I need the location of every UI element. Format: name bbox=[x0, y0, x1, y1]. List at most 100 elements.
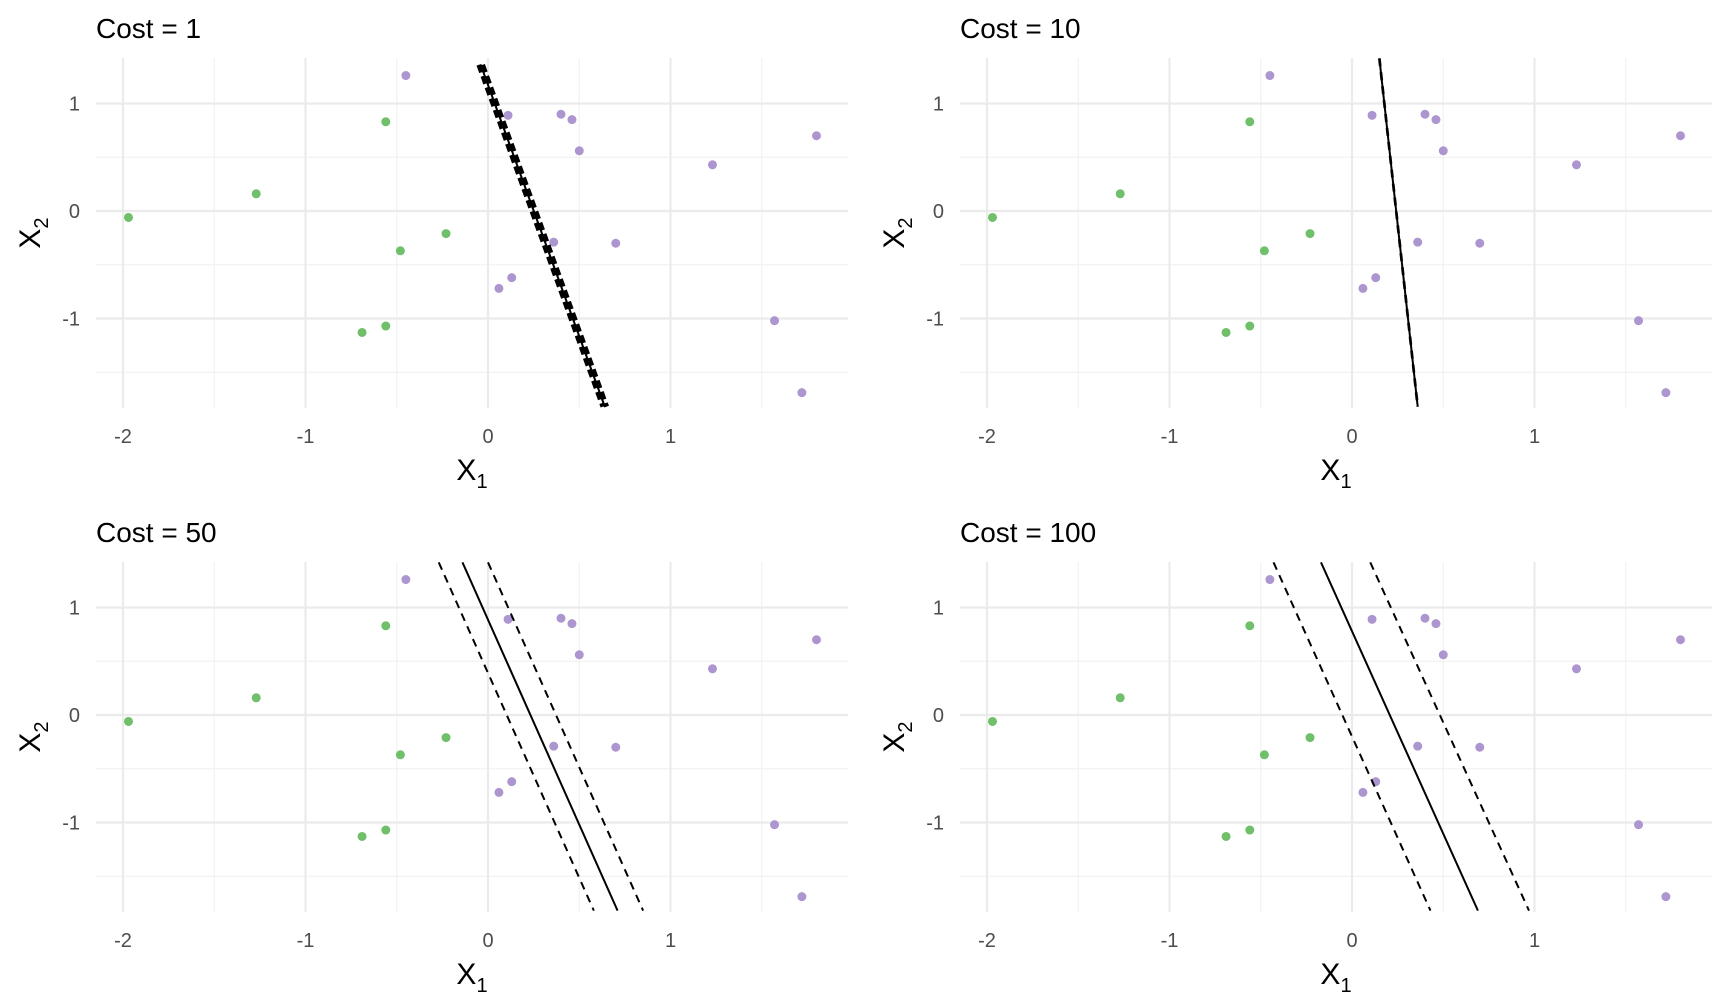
point-purple bbox=[507, 777, 517, 787]
point-green bbox=[1305, 733, 1315, 743]
point-purple bbox=[770, 820, 780, 830]
y-tick-label: 0 bbox=[69, 705, 80, 727]
x-tick-label: -1 bbox=[297, 426, 315, 448]
point-purple bbox=[812, 635, 821, 645]
point-purple bbox=[549, 237, 559, 247]
panel-title: Cost = 1 bbox=[96, 13, 201, 44]
point-green bbox=[381, 621, 391, 631]
point-purple bbox=[503, 614, 513, 624]
x-tick-label: -1 bbox=[1161, 930, 1179, 952]
x-tick-label: 0 bbox=[482, 426, 493, 448]
x-tick-label: 1 bbox=[665, 930, 676, 952]
point-green bbox=[357, 831, 367, 841]
point-purple bbox=[1438, 650, 1448, 660]
point-green bbox=[357, 327, 367, 337]
point-green bbox=[441, 229, 451, 239]
x-tick-label: -1 bbox=[297, 930, 315, 952]
grid bbox=[96, 562, 848, 912]
y-axis-title: X2 bbox=[14, 217, 53, 248]
grid bbox=[960, 562, 1712, 912]
point-purple bbox=[549, 741, 559, 751]
point-green bbox=[987, 212, 997, 222]
svm-lines bbox=[1272, 562, 1530, 912]
margin-line bbox=[437, 562, 595, 912]
grid bbox=[96, 58, 848, 408]
panel-2: -2 -1 0 1 -1 0 1 Cost = 10 X1 X2 bbox=[878, 13, 1712, 493]
point-purple bbox=[1475, 742, 1485, 752]
point-purple bbox=[1413, 741, 1423, 751]
points bbox=[123, 71, 821, 398]
point-green bbox=[1221, 831, 1231, 841]
point-purple bbox=[770, 316, 780, 326]
decision-boundary bbox=[479, 64, 606, 407]
point-purple bbox=[1676, 131, 1685, 141]
point-green bbox=[381, 117, 391, 127]
panel-3: -2 -1 0 1 -1 0 1 Cost = 50 X1 X2 bbox=[14, 517, 848, 997]
point-purple bbox=[1438, 146, 1448, 156]
point-green bbox=[1221, 327, 1231, 337]
point-green bbox=[1245, 825, 1255, 835]
point-purple bbox=[556, 109, 566, 119]
point-purple bbox=[1358, 283, 1368, 293]
panel-1: -2 -1 0 1 -1 0 1 Cost = 1 X1 X2 bbox=[14, 13, 848, 493]
margin-line bbox=[480, 63, 609, 408]
x-tick-label: 0 bbox=[1346, 930, 1357, 952]
y-tick-label: 0 bbox=[933, 201, 944, 223]
point-purple bbox=[797, 388, 807, 398]
x-tick-label: 1 bbox=[665, 426, 676, 448]
point-purple bbox=[1367, 110, 1377, 120]
y-axis-title: X2 bbox=[878, 217, 917, 248]
point-green bbox=[395, 750, 405, 760]
margin-line bbox=[1369, 562, 1530, 912]
point-purple bbox=[1420, 613, 1430, 623]
point-purple bbox=[1265, 71, 1275, 81]
point-green bbox=[1245, 117, 1255, 127]
point-purple bbox=[1571, 664, 1581, 674]
point-purple bbox=[1634, 820, 1644, 830]
point-purple bbox=[611, 238, 621, 248]
panel-title: Cost = 100 bbox=[960, 517, 1096, 548]
point-green bbox=[1115, 189, 1125, 199]
point-green bbox=[1305, 229, 1315, 239]
x-tick-label: -2 bbox=[114, 930, 132, 952]
x-axis-title: X1 bbox=[1320, 958, 1351, 997]
point-purple bbox=[1431, 115, 1441, 125]
point-purple bbox=[1367, 614, 1377, 624]
y-axis-title: X2 bbox=[878, 721, 917, 752]
point-green bbox=[1115, 693, 1125, 703]
y-tick-label: -1 bbox=[62, 813, 80, 835]
decision-boundary bbox=[461, 562, 619, 912]
point-purple bbox=[797, 892, 807, 902]
svm-lines bbox=[437, 562, 645, 912]
y-tick-label: 1 bbox=[69, 94, 80, 116]
point-green bbox=[381, 321, 391, 331]
point-purple bbox=[507, 273, 517, 283]
x-tick-label: -2 bbox=[978, 426, 996, 448]
x-axis-title: X1 bbox=[456, 454, 487, 493]
point-green bbox=[395, 246, 405, 256]
y-tick-label: -1 bbox=[926, 309, 944, 331]
point-purple bbox=[1420, 109, 1430, 119]
point-purple bbox=[503, 110, 513, 120]
x-tick-label: -2 bbox=[114, 426, 132, 448]
point-purple bbox=[1413, 237, 1423, 247]
x-tick-label: 1 bbox=[1529, 426, 1540, 448]
grid bbox=[960, 58, 1712, 408]
points bbox=[123, 575, 821, 902]
point-green bbox=[251, 189, 261, 199]
point-green bbox=[441, 733, 451, 743]
point-purple bbox=[1676, 635, 1685, 645]
point-purple bbox=[1661, 892, 1671, 902]
panel-title: Cost = 10 bbox=[960, 13, 1081, 44]
y-axis-title: X2 bbox=[14, 721, 53, 752]
y-tick-label: -1 bbox=[62, 309, 80, 331]
decision-boundary bbox=[1320, 562, 1479, 912]
points bbox=[987, 575, 1685, 902]
svm-lines bbox=[1378, 58, 1420, 407]
point-green bbox=[1259, 246, 1269, 256]
point-purple bbox=[707, 160, 717, 170]
decision-boundary bbox=[1378, 58, 1419, 407]
point-purple bbox=[567, 619, 577, 629]
panel-title: Cost = 50 bbox=[96, 517, 217, 548]
